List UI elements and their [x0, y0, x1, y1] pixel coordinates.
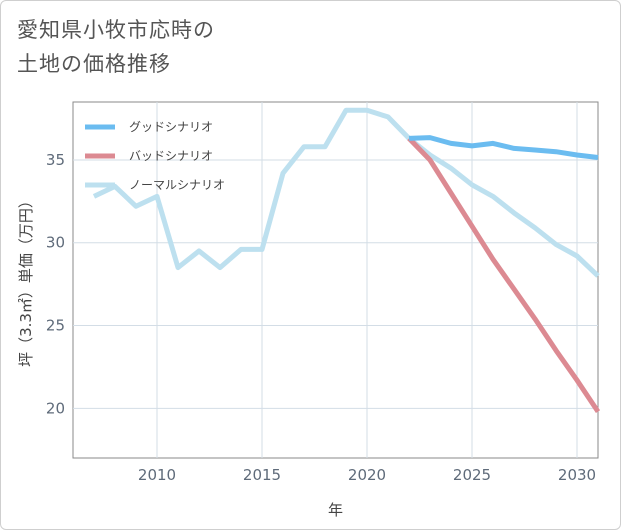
series-line-1 [408, 135, 599, 160]
legend-label-3: ノーマルシナリオ [129, 178, 225, 192]
series-line-2 [407, 136, 601, 413]
series-line-3 [92, 107, 600, 278]
legend-label-1: グッドシナリオ [129, 120, 213, 134]
y-tick-label: 30 [46, 234, 65, 252]
y-tick-label: 35 [46, 151, 65, 169]
y-axis-title: 坪（3.3㎡）単価（万円） [17, 193, 35, 367]
x-tick-label: 2015 [243, 466, 281, 484]
x-tick-label: 2010 [138, 466, 176, 484]
x-tick-label: 2020 [348, 466, 386, 484]
x-tick-label: 2030 [558, 466, 596, 484]
chart-title: 愛知県小牧市応時の 土地の価格推移 [17, 13, 215, 81]
legend-label-2: バッドシナリオ [129, 149, 213, 163]
x-tick-label: 2025 [453, 466, 491, 484]
chart-title-line-2: 土地の価格推移 [17, 52, 171, 76]
y-tick-label: 25 [46, 317, 65, 335]
y-tick-label: 20 [46, 399, 65, 417]
x-axis-title: 年 [328, 501, 343, 519]
chart-title-line-1: 愛知県小牧市応時の [17, 18, 215, 42]
